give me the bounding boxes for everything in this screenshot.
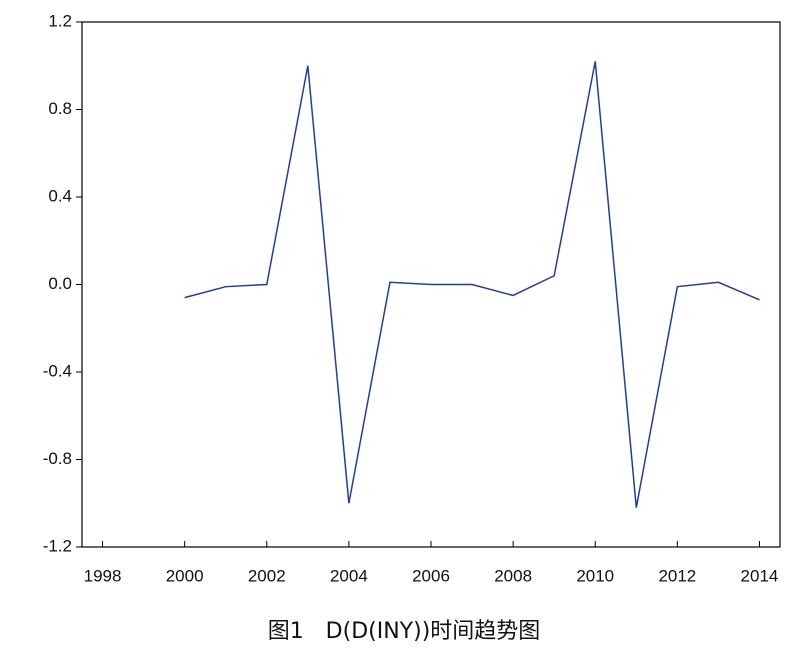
y-tick-label: 1.2: [48, 11, 72, 30]
y-tick-label: -0.4: [43, 361, 72, 380]
data-line: [184, 61, 760, 508]
x-tick-label: 2014: [741, 566, 779, 585]
x-tick-label: 2000: [166, 566, 204, 585]
y-tick-label: 0.8: [48, 99, 72, 118]
x-tick-label: 2002: [248, 566, 286, 585]
x-tick-label: 2012: [658, 566, 696, 585]
y-tick-label: -0.8: [43, 449, 72, 468]
y-tick-label: 0.4: [48, 186, 72, 205]
x-tick-label: 1998: [84, 566, 122, 585]
x-tick-label: 2008: [494, 566, 532, 585]
x-tick-label: 2010: [576, 566, 614, 585]
y-tick-label: -1.2: [43, 536, 72, 555]
x-tick-label: 2004: [330, 566, 368, 585]
x-tick-label: 2006: [412, 566, 450, 585]
chart-caption: 图1 D(D(INY))时间趋势图: [268, 619, 541, 644]
y-tick-label: 0.0: [48, 274, 72, 293]
